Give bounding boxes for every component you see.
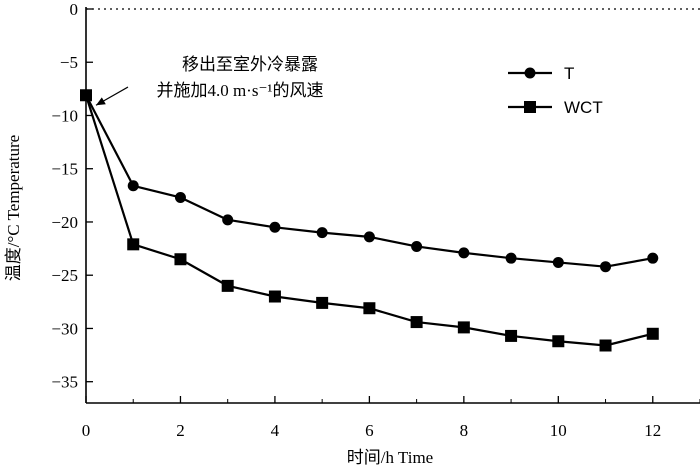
series-t-point-10 xyxy=(552,256,564,268)
series-wct-point-2 xyxy=(174,253,187,266)
x-tick-label-6: 6 xyxy=(365,421,374,440)
series-t-point-9 xyxy=(505,252,517,264)
series-wct-point-12 xyxy=(646,327,659,340)
x-tick-label-4: 4 xyxy=(271,421,280,440)
legend: T WCT xyxy=(508,64,603,117)
series-wct-point-0 xyxy=(80,89,92,102)
x-axis-title: 时间/h Time xyxy=(347,448,433,467)
series-wct-point-3 xyxy=(221,279,234,292)
series-wct-point-9 xyxy=(505,329,518,342)
series-wct-point-10 xyxy=(552,335,565,348)
series-lines xyxy=(80,89,659,352)
series-t-point-6 xyxy=(363,231,375,243)
series-t-point-5 xyxy=(316,227,328,239)
y-tick-label--15: −15 xyxy=(51,160,78,179)
series-wct-point-8 xyxy=(457,321,470,334)
legend-t-label: T xyxy=(564,64,574,83)
series-wct-point-6 xyxy=(363,302,376,315)
series-wct-point-4 xyxy=(268,290,281,303)
annotation-arrow-head xyxy=(96,97,106,106)
series-wct-point-7 xyxy=(410,316,423,329)
x-tick-label-2: 2 xyxy=(176,421,185,440)
y-tick-label--10: −10 xyxy=(51,106,78,125)
legend-item-wct: WCT xyxy=(508,98,603,117)
y-tick-label--35: −35 xyxy=(51,373,78,392)
series-t-point-12 xyxy=(647,252,659,264)
legend-item-t: T xyxy=(508,64,574,83)
annotation-line-1: 移出至室外冷暴露 xyxy=(182,55,318,74)
axes xyxy=(85,7,700,404)
ticks: 0 2 4 6 8 10 12 0 −5 −10 −15 −20 −25 −30 −35 xyxy=(51,0,700,440)
y-tick-label--25: −25 xyxy=(51,266,78,285)
y-tick-label--30: −30 xyxy=(51,319,78,338)
series-t-point-3 xyxy=(222,214,234,226)
x-tick-label-0: 0 xyxy=(82,421,91,440)
legend-t-marker xyxy=(524,67,536,79)
y-tick-label-0: 0 xyxy=(70,0,79,19)
y-tick-label--20: −20 xyxy=(51,213,78,232)
series-t-point-2 xyxy=(174,191,186,203)
annotation-line-2: 并施加4.0 m·s⁻¹的风速 xyxy=(156,81,323,100)
series-t-point-11 xyxy=(600,261,612,273)
legend-wct-marker xyxy=(524,101,536,113)
series-wct-point-1 xyxy=(127,238,140,251)
legend-wct-label: WCT xyxy=(564,98,603,117)
x-tick-label-8: 8 xyxy=(460,421,469,440)
x-tick-label-12: 12 xyxy=(644,421,661,440)
series-t-point-8 xyxy=(458,247,470,259)
series-wct-point-11 xyxy=(599,339,612,352)
y-axis-title: 温度/°C Temperature xyxy=(4,135,23,281)
series-wct-point-5 xyxy=(316,296,329,309)
y-tick-label--5: −5 xyxy=(60,53,78,72)
annotation: 移出至室外冷暴露 并施加4.0 m·s⁻¹的风速 xyxy=(95,55,324,106)
x-tick-label-10: 10 xyxy=(550,421,567,440)
series-t-point-7 xyxy=(411,240,423,252)
series-t-point-4 xyxy=(269,221,281,233)
series-t-point-1 xyxy=(127,180,139,192)
